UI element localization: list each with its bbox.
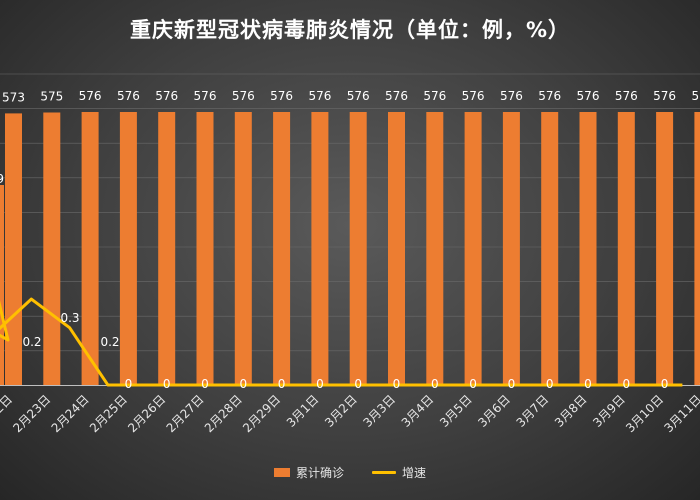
legend: 累计确诊 增速	[0, 464, 700, 481]
bar-value-label: 576	[615, 89, 638, 103]
chart-title: 重庆新型冠状病毒肺炎情况（单位：例，%）	[129, 18, 571, 42]
x-tick-label: 3月5日	[437, 392, 475, 430]
bar	[273, 112, 291, 385]
bar	[311, 112, 329, 385]
line-value-label: 0	[354, 377, 362, 391]
partial-bar	[0, 185, 4, 385]
bar-value-label: 576	[308, 89, 331, 103]
line-value-label: 0	[622, 377, 630, 391]
legend-item-bar[interactable]: 累计确诊	[273, 464, 344, 481]
bar	[119, 112, 137, 385]
line-series: 0.20.30.20000000000000000	[0, 297, 700, 391]
partial-left-series: 9	[0, 172, 4, 385]
legend-swatch-bar	[273, 468, 290, 477]
x-tick-label: 3月1日	[284, 392, 322, 430]
x-tick-label: 3月9日	[590, 392, 628, 430]
line-value-label: 0	[469, 377, 477, 391]
line-value-label: 0	[508, 377, 516, 391]
bar-value-label: 576	[117, 89, 140, 103]
partial-bar-label: 9	[0, 172, 4, 186]
line-value-label: 0.2	[100, 335, 119, 349]
bar-value-label: 576	[347, 89, 370, 103]
bar	[656, 112, 674, 385]
line-value-label: 0.2	[22, 335, 41, 349]
line-value-label: 0	[278, 377, 286, 391]
line-value-label: 0	[661, 377, 669, 391]
bar-value-label: 576	[270, 89, 293, 103]
x-tick-label: 3月8日	[552, 392, 590, 430]
growth-line	[0, 297, 683, 387]
bar-series: 573 575 576 576 576 576 576 576 576 576 576 576 576 5…	[2, 89, 700, 386]
x-tick-labels: 2月22日2月23日2月24日2月25日2月26日2月27日2月28日2月29日…	[0, 392, 700, 435]
x-tick-label: 3月4日	[399, 392, 437, 430]
bar-value-label: 576	[423, 89, 446, 103]
bar	[694, 112, 700, 385]
x-tick-label: 3月11日	[661, 392, 700, 435]
bar	[579, 112, 597, 385]
bar-value-label: 573	[2, 90, 25, 104]
line-value-label: 0	[163, 377, 171, 391]
bar	[5, 113, 22, 386]
bar	[617, 112, 635, 385]
x-tick-label: 3月2日	[322, 392, 360, 430]
bar-value-label: 576	[500, 89, 523, 103]
x-tick-label: 3月10日	[623, 392, 666, 435]
bar-value-label: 576	[462, 89, 485, 103]
bar-value-label: 576	[577, 89, 600, 103]
x-tick-label: 2月25日	[87, 392, 130, 435]
line-value-label: 0	[393, 377, 401, 391]
bar	[81, 112, 99, 385]
x-tick-label: 2月29日	[240, 392, 283, 435]
legend-label-line: 增速	[402, 466, 427, 480]
line-value-label: 0.3	[60, 311, 79, 325]
legend-item-line[interactable]: 增速	[372, 464, 426, 481]
line-value-label: 0	[201, 377, 209, 391]
bar-value-label: 576	[538, 89, 561, 103]
bar	[349, 112, 367, 385]
bar	[541, 112, 559, 385]
x-tick-label: 3月6日	[475, 392, 513, 430]
bar	[196, 112, 214, 385]
bar	[464, 112, 482, 385]
bar-value-label: 576	[232, 89, 255, 103]
x-tick-label: 3月3日	[360, 392, 398, 430]
line-value-label: 0	[431, 377, 439, 391]
x-tick-label: 2月24日	[49, 392, 92, 435]
bar	[158, 112, 176, 385]
x-tick-label: 2月23日	[10, 392, 53, 435]
line-value-label: 0	[316, 377, 324, 391]
bar	[43, 112, 61, 385]
bar	[426, 112, 444, 385]
x-tick-label: 3月7日	[514, 392, 552, 430]
bar	[234, 112, 252, 385]
legend-label-bar: 累计确诊	[295, 466, 344, 480]
x-tick-label: 2月26日	[125, 392, 168, 435]
bar	[502, 112, 520, 385]
bar-value-label: 576	[385, 89, 408, 103]
bar-value-label: 575	[40, 90, 63, 104]
line-value-label: 0	[239, 377, 247, 391]
line-value-label: 0	[546, 377, 554, 391]
x-tick-label: 2月27日	[164, 392, 207, 435]
bar-value-label: 576	[691, 89, 700, 103]
line-value-label: 0	[125, 377, 133, 391]
x-tick-label: 2月28日	[202, 392, 245, 435]
bar-value-label: 576	[155, 89, 178, 103]
legend-swatch-line	[372, 471, 396, 474]
bar	[388, 112, 405, 385]
line-value-label: 0	[584, 377, 592, 391]
bar-value-label: 576	[653, 89, 676, 103]
bar-value-label: 576	[194, 89, 217, 103]
bar-value-label: 576	[79, 89, 102, 103]
